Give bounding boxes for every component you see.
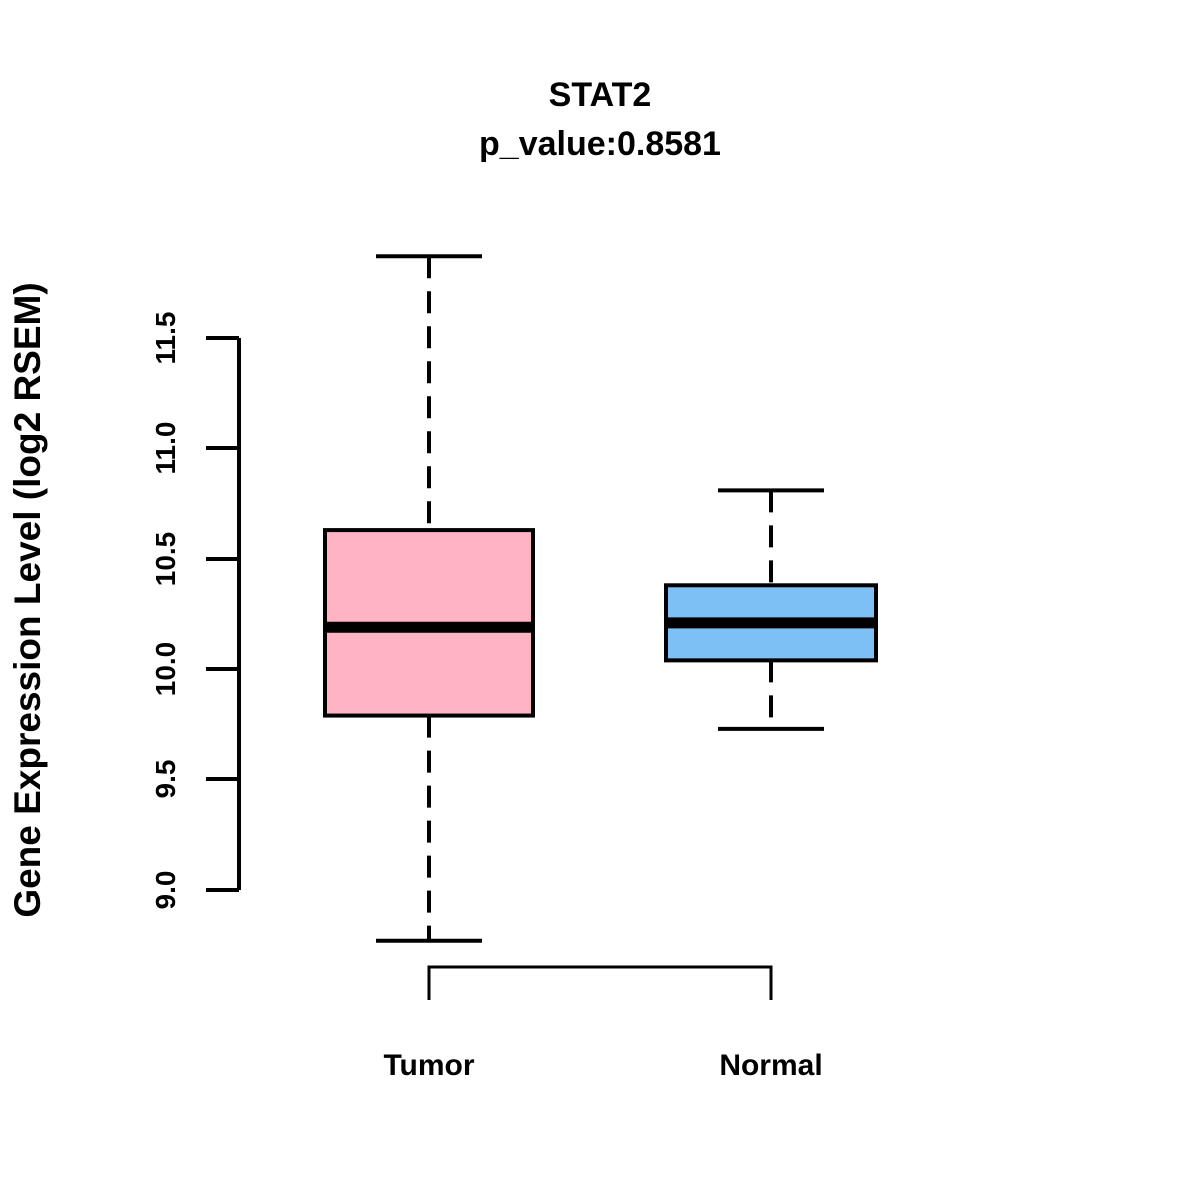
x-axis-label-normal: Normal <box>719 1049 822 1082</box>
y-tick-label-10-0: 10.0 <box>150 642 181 697</box>
y-tick-label-11-5: 11.5 <box>150 312 181 365</box>
y-axis: 11.5 11.0 10.5 10.0 9.5 9.0 <box>150 312 241 910</box>
x-axis-label-tumor: Tumor <box>383 1049 474 1082</box>
x-axis-bracket <box>427 965 773 1000</box>
plot-subtitle: p_value:0.8581 <box>479 125 721 163</box>
box-tumor <box>323 254 535 943</box>
x-axis: Tumor Normal <box>383 965 823 1082</box>
y-tick-label-11-0: 11.0 <box>150 422 181 475</box>
y-axis-title: Gene Expression Level (log2 RSEM) <box>7 282 48 917</box>
y-tick-label-9-5: 9.5 <box>150 760 181 799</box>
box-normal <box>664 488 878 731</box>
page-title: STAT2 <box>549 76 652 114</box>
y-tick-label-10-5: 10.5 <box>150 532 181 587</box>
y-tick-label-9-0: 9.0 <box>150 871 181 910</box>
